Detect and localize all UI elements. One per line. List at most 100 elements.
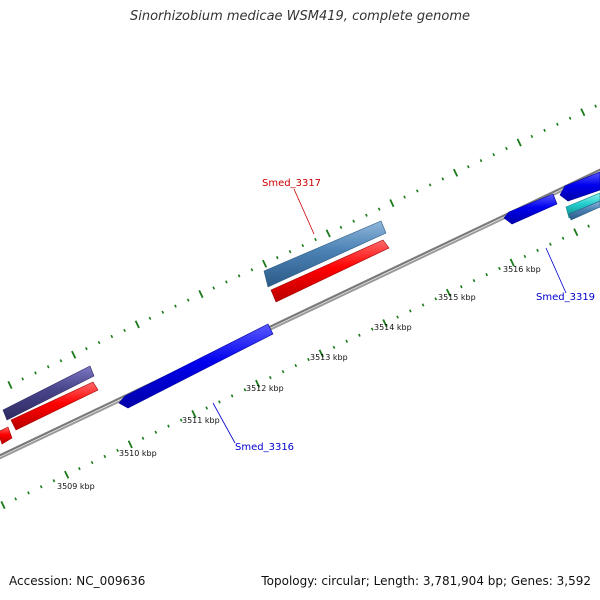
- scale-minor-tick: [294, 363, 298, 368]
- scale-minor-tick: [345, 339, 349, 343]
- scale-minor-tick: [174, 304, 177, 308]
- scale-minor-tick: [275, 256, 279, 260]
- scale-minor-tick: [97, 340, 101, 345]
- scale-minor-tick: [34, 371, 37, 375]
- scale-major-tick: [127, 440, 133, 449]
- scale-minor-tick: [186, 298, 190, 302]
- scale-minor-tick: [377, 207, 381, 211]
- scale-major-tick: [134, 320, 140, 329]
- scale-minor-tick: [561, 236, 565, 240]
- scale-major-tick: [389, 199, 395, 208]
- scale-minor-tick: [148, 316, 152, 320]
- scale-minor-tick: [594, 104, 597, 108]
- scale-minor-tick: [492, 152, 496, 157]
- cds-feature-red[interactable]: [270, 239, 390, 303]
- scale-minor-tick: [498, 266, 501, 271]
- cds-feature-blue[interactable]: [559, 171, 600, 202]
- scale-label: 3515 kbp: [438, 293, 476, 302]
- scale-major-tick: [191, 410, 197, 419]
- scale-label: 3512 kbp: [246, 384, 284, 393]
- cds-feature-blue[interactable]: [503, 193, 558, 225]
- scale-major-tick: [445, 288, 452, 297]
- scale-major-tick: [262, 259, 268, 268]
- scale-label: 3511 kbp: [182, 416, 220, 425]
- cds-feature-red[interactable]: [0, 426, 13, 445]
- cds-feature-steel[interactable]: [568, 200, 600, 221]
- scale-minor-tick: [365, 213, 368, 217]
- scale-minor-tick: [536, 248, 539, 252]
- scale-major-tick: [71, 350, 77, 359]
- scale-minor-tick: [167, 424, 170, 428]
- gene-labels: Smed_3317 Smed_3319 Smed_3316: [212, 178, 595, 453]
- scale-minor-tick: [301, 243, 305, 248]
- scale-minor-tick: [403, 195, 406, 199]
- scale-tracks: [0, 104, 600, 509]
- scale-minor-tick: [218, 400, 221, 404]
- scale-minor-tick: [472, 279, 476, 283]
- scale-minor-tick: [568, 116, 572, 120]
- scale-label: 3513 kbp: [310, 353, 348, 362]
- scale-minor-tick: [154, 430, 158, 434]
- scale-minor-tick: [225, 280, 228, 284]
- scale-major-tick: [64, 470, 70, 479]
- scale-minor-tick: [27, 491, 30, 495]
- scale-minor-tick: [408, 309, 412, 313]
- scale-minor-tick: [85, 347, 88, 351]
- scale-minor-tick: [110, 334, 114, 339]
- scale-minor-tick: [179, 418, 183, 422]
- scale-major-tick: [452, 168, 459, 177]
- gene-label-smed-3317[interactable]: Smed_3317: [262, 178, 321, 189]
- gene-label-smed-3319[interactable]: Smed_3319: [536, 292, 595, 303]
- scale-minor-tick: [556, 122, 559, 126]
- gene-label-leader: [293, 188, 315, 235]
- scale-minor-tick: [78, 467, 81, 471]
- scale-minor-tick: [415, 189, 419, 193]
- map-title: Sinorhizobium medicae WSM419, complete g…: [129, 9, 471, 24]
- scale-minor-tick: [39, 485, 43, 489]
- scale-minor-tick: [549, 242, 552, 246]
- scale-minor-tick: [523, 254, 527, 259]
- scale-major-tick: [0, 501, 6, 509]
- scale-label: 3509 kbp: [57, 482, 95, 491]
- scale-major-tick: [580, 108, 586, 117]
- cds-feature-slate[interactable]: [2, 365, 95, 421]
- cds-feature-steel[interactable]: [263, 220, 387, 288]
- cds-feature-red[interactable]: [10, 381, 99, 431]
- scale-minor-tick: [428, 183, 432, 187]
- scale-label: 3514 kbp: [374, 323, 412, 332]
- scale-minor-tick: [332, 345, 336, 349]
- scale-minor-tick: [141, 436, 145, 440]
- gene-label-smed-3316[interactable]: Smed_3316: [235, 442, 294, 453]
- scale-minor-tick: [212, 286, 216, 290]
- scale-minor-tick: [314, 237, 317, 242]
- genome-summary: Topology: circular; Length: 3,781,904 bp…: [261, 574, 591, 588]
- scale-major-tick: [325, 229, 331, 238]
- scale-minor-tick: [103, 454, 107, 459]
- scale-major-tick: [255, 379, 261, 388]
- scale-minor-tick: [421, 303, 425, 307]
- scale-minor-tick: [485, 272, 489, 277]
- scale-minor-tick: [243, 388, 247, 392]
- scale-minor-tick: [466, 165, 470, 169]
- scale-minor-tick: [52, 479, 56, 483]
- scale-minor-tick: [352, 219, 356, 223]
- scale-major-tick: [198, 290, 204, 299]
- scale-minor-tick: [396, 315, 399, 319]
- scale-minor-tick: [21, 377, 25, 381]
- scale-major-tick: [318, 349, 324, 358]
- cds-feature-blue[interactable]: [118, 323, 274, 409]
- scale-minor-tick: [14, 497, 18, 501]
- scale-minor-tick: [288, 250, 292, 254]
- scale-minor-tick: [46, 365, 50, 369]
- genome-backbone: [0, 168, 600, 460]
- scale-minor-tick: [90, 460, 94, 465]
- scale-minor-tick: [161, 310, 165, 314]
- scale-major-tick: [573, 228, 579, 237]
- scale-major-tick: [382, 319, 388, 328]
- scale-minor-tick: [441, 177, 445, 181]
- scale-minor-tick: [123, 328, 126, 333]
- scale-minor-tick: [543, 128, 546, 132]
- scale-minor-tick: [59, 359, 63, 363]
- scale-major-tick: [509, 258, 515, 267]
